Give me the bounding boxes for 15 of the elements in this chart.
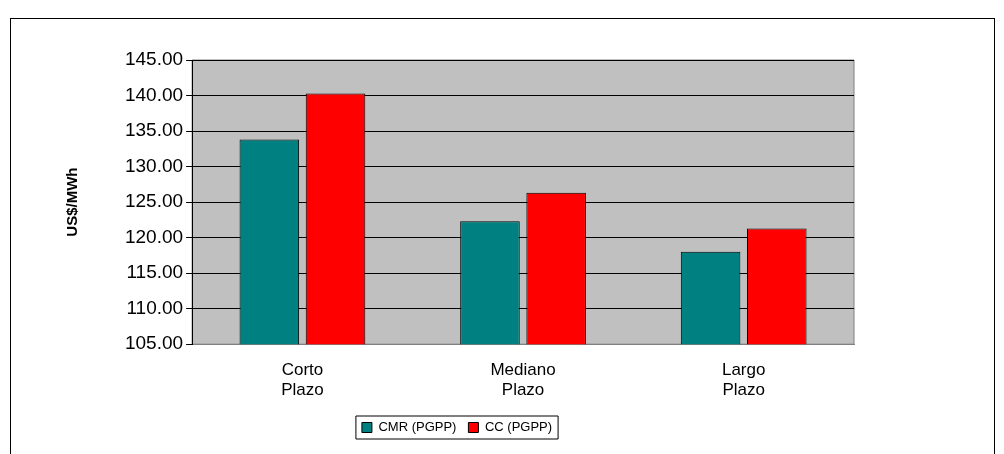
y-tick-label: 135.00 <box>124 119 184 141</box>
y-tick-label: 115.00 <box>126 261 184 283</box>
x-tick-label: Largo Plazo <box>721 360 766 400</box>
legend-label: CC (PGPP) <box>484 419 553 435</box>
y-tick-label: 110.00 <box>126 296 184 318</box>
y-tick-label: 140.00 <box>124 83 184 105</box>
y-axis-title: US$/MWh <box>63 167 81 237</box>
y-tick-label: 120.00 <box>124 225 184 247</box>
y-tick-label: 145.00 <box>124 48 184 70</box>
x-tick-label: Corto Plazo <box>281 360 324 400</box>
y-tick-label: 125.00 <box>124 190 184 212</box>
y-tick-label: 105.00 <box>124 332 184 354</box>
y-tick-label: 130.00 <box>124 154 184 176</box>
x-tick-label: Mediano Plazo <box>490 360 556 400</box>
legend-label: CMR (PGPP) <box>378 419 457 435</box>
